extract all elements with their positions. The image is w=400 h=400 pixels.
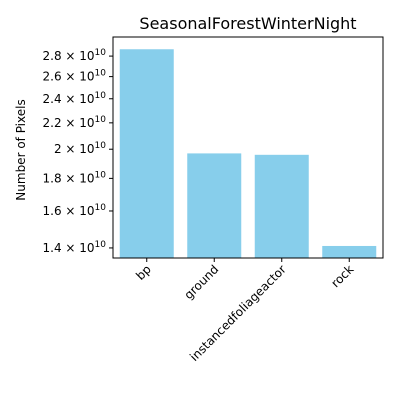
y-axis-ticks: 1.4 × 1010 1.6 × 1010 1.8 × 1010 2 × 1010 2.… [43, 48, 113, 255]
y-tick-label: 1.6 × 1010 [43, 203, 107, 218]
bar-ground [187, 153, 242, 258]
bars-group [119, 49, 377, 258]
y-tick-label: 1.4 × 1010 [43, 240, 107, 255]
y-tick-label: 1.8 × 1010 [43, 170, 107, 185]
x-tick-label: ground [181, 262, 221, 302]
bar-instancedfoliageactor [254, 154, 309, 258]
y-tick-label: 2.2 × 1010 [43, 115, 107, 130]
y-tick-label: 2.6 × 1010 [43, 69, 107, 84]
y-tick-label: 2.8 × 1010 [43, 48, 107, 63]
chart-title: SeasonalForestWinterNight [139, 14, 356, 33]
y-tick-label: 2 × 1010 [54, 141, 106, 156]
plot-frame [112, 36, 384, 259]
bar-rock [322, 245, 377, 258]
x-tick-label: bp [133, 262, 154, 283]
y-axis-label: Number of Pixels [14, 99, 28, 200]
y-tick-label: 2.4 × 1010 [43, 91, 107, 106]
x-tick-label: rock [328, 262, 356, 290]
bar-bp [119, 49, 174, 258]
